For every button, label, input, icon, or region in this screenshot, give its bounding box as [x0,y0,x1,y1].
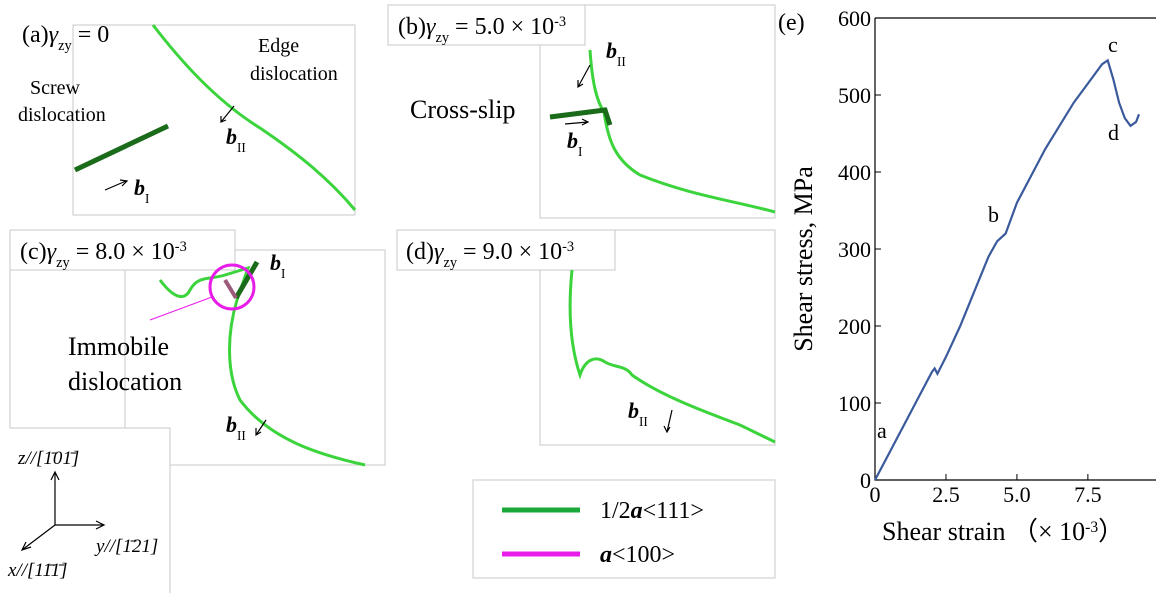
legend-label-part: 1/2 [600,498,631,524]
immobile-label: Immobile [68,332,169,361]
burgers-vector-part: I [281,266,285,281]
point-annotation: c [1108,32,1118,57]
burgers-vector: bII [606,38,626,69]
y-tick-label: 100 [838,391,871,416]
x-axis-label-part: ） [1098,517,1124,546]
triad-label: x//[11̄1̄] [7,560,67,581]
burgers-vector-part: II [639,414,648,429]
point-annotation: a [877,418,887,443]
burgers-vector-part: I [578,144,582,159]
panel-title-part: = 8.0 × 10 [70,239,175,265]
triad-label: y//[1̄21] [94,536,158,557]
burgers-vector-part: b [606,38,617,63]
screw-label: Screw [30,77,81,99]
burgers-vector: bI [134,175,149,206]
burgers-vector-part: II [237,428,246,443]
panel-title-part: = 0 [72,22,110,48]
panel-title-part: (a) [22,22,49,48]
y-axis-label: Shear stress, MPa [789,166,818,352]
legend-label-part: a [600,542,612,568]
triad-label: z//[1̄01̄] [17,448,79,469]
legend-label-part: <100> [612,542,675,568]
panel-title-part: zy [58,38,72,54]
edge-label: dislocation [250,63,338,85]
arrow [565,119,588,125]
burgers-vector: bII [628,398,648,429]
panel-title-part: -3 [554,14,566,30]
figure: (a)γzy = 0(b)γzy = 5.0 × 10-3(c)γzy = 8.… [0,0,1157,593]
arrow [221,106,234,122]
burgers-vector-part: b [270,250,281,275]
panel-title-part: = 9.0 × 10 [457,239,562,265]
dislocation-line [590,50,775,212]
legend-label: 1/2a<111> [600,498,704,524]
screw-dislocation-line [75,126,168,170]
y-tick-label: 500 [838,83,871,108]
x-tick-label: 7.5 [1074,482,1102,507]
burgers-vector-part: b [134,175,145,200]
junction-line [225,280,236,298]
panel-title: (a)γzy = 0 [22,22,109,54]
edge-dislocation-line [153,25,355,210]
x-tick-label: 2.5 [932,482,960,507]
y-tick-label: 600 [838,6,871,31]
x-tick-label: 5.0 [1003,482,1031,507]
panel-c-frame [10,230,385,593]
panel-title-part: = 5.0 × 10 [449,14,554,40]
arrow [664,410,672,432]
point-annotation: d [1108,120,1119,145]
axis-frame [875,18,1156,480]
stress-strain-curve [875,60,1139,480]
x-axis-label-part: -3 [1085,519,1098,536]
panel-title-part: (d) [406,239,434,265]
y-tick-label: 300 [838,237,871,262]
panel-title-part: zy [435,30,449,46]
immobile-label: dislocation [68,367,182,396]
burgers-vector-part: I [145,191,149,206]
leader-line [150,297,212,320]
arrow [105,180,127,190]
burgers-vector-part: b [567,128,578,153]
panel-title-part: -3 [562,239,574,255]
y-tick-label: 200 [838,314,871,339]
x-axis-label: Shear strain （× 10-3） [882,517,1124,546]
burgers-vector-part: b [628,398,639,423]
point-annotation: b [988,202,999,227]
burgers-vector: bII [226,124,246,155]
burgers-vector-part: II [237,140,246,155]
dislocation-line [570,270,775,442]
panel-title-part: zy [443,255,457,271]
x-tick-label: 0 [870,482,881,507]
legend-label-part: <111> [643,498,704,524]
x-axis-label-part: Shear strain （× 10 [882,517,1085,546]
panel-label: (e) [778,10,805,36]
burgers-vector: bI [270,250,285,281]
burgers-vector: bI [567,128,582,159]
dislocation-line [160,268,365,465]
edge-label: Edge [258,35,299,57]
panel-title-part: (b) [398,14,426,40]
burgers-vector-part: b [226,124,237,149]
panel-a-frame [73,25,355,215]
panel-title-part: (c) [20,239,47,265]
legend-label: a<100> [600,542,675,568]
panel-title-part: -3 [175,239,187,255]
legend-label-part: a [631,498,643,524]
cross-slip-label: Cross-slip [410,95,515,124]
panel-title-part: zy [56,255,70,271]
axes-triad [22,472,104,550]
y-tick-label: 400 [838,160,871,185]
arrow [578,65,590,87]
burgers-vector-part: b [226,412,237,437]
burgers-vector: bII [226,412,246,443]
screw-label: dislocation [18,104,106,126]
burgers-vector-part: II [617,54,626,69]
